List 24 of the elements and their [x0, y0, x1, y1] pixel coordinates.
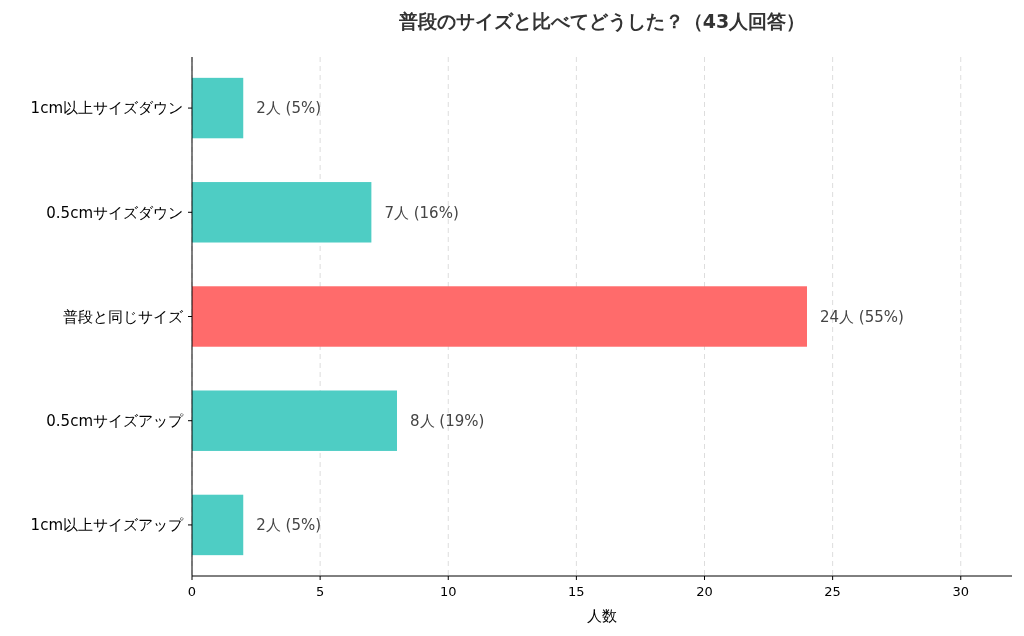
- bar: [192, 286, 807, 347]
- x-axis-title: 人数: [587, 607, 617, 625]
- chart-title: 普段のサイズと比べてどうした？（43人回答）: [397, 10, 806, 33]
- x-tick-label: 10: [439, 584, 457, 599]
- x-tick-label: 30: [952, 584, 970, 599]
- x-tick-label: 0: [187, 584, 197, 599]
- x-tick-label: 15: [568, 584, 585, 599]
- data-label: 7人 (16%): [384, 203, 459, 222]
- y-tick-label: 0.5cmサイズアップ: [46, 411, 184, 430]
- y-tick-label: 1cm以上サイズアップ: [30, 516, 184, 535]
- bar: [192, 77, 244, 139]
- data-label: 2人 (5%): [256, 516, 322, 535]
- bar: [192, 390, 397, 451]
- bar: [192, 494, 244, 556]
- data-label: 24人 (55%): [820, 307, 904, 326]
- y-tick-label: 0.5cmサイズダウン: [46, 203, 183, 222]
- y-tick-label: 普段と同じサイズ: [63, 307, 184, 326]
- data-label: 2人 (5%): [256, 99, 322, 118]
- x-tick-label: 5: [315, 584, 325, 599]
- bar: [192, 182, 372, 243]
- x-tick-label: 25: [824, 584, 841, 599]
- x-tick-label: 20: [696, 584, 713, 599]
- data-label: 8人 (19%): [410, 411, 485, 430]
- y-tick-label: 1cm以上サイズダウン: [30, 99, 183, 118]
